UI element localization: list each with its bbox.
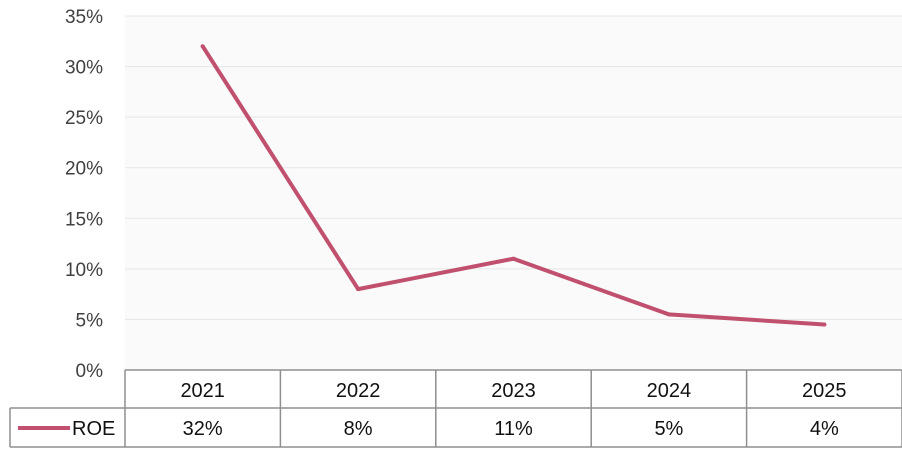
x-category-label: 2025 bbox=[802, 380, 847, 402]
roe-value-cell: 5% bbox=[654, 418, 683, 440]
roe-value-cell: 4% bbox=[810, 418, 839, 440]
y-tick-label: 10% bbox=[65, 260, 103, 281]
y-axis: 0% 5% 10% 15% 20% 25% 30% 35% bbox=[65, 7, 103, 382]
data-table-cells: 2021 32% 2022 8% 2023 11% 2024 5% 2025 4% bbox=[180, 380, 846, 440]
y-tick-label: 5% bbox=[76, 310, 104, 331]
y-tick-label: 25% bbox=[65, 108, 103, 129]
x-category-label: 2021 bbox=[180, 380, 225, 402]
y-tick-label: 20% bbox=[65, 159, 103, 180]
roe-data-point bbox=[511, 256, 516, 261]
x-category-label: 2024 bbox=[647, 380, 692, 402]
y-tick-label: 35% bbox=[65, 7, 103, 28]
x-category-label: 2022 bbox=[336, 380, 381, 402]
roe-data-point bbox=[822, 322, 827, 327]
roe-value-cell: 8% bbox=[344, 418, 373, 440]
legend-label-roe: ROE bbox=[72, 418, 115, 440]
y-tick-label: 30% bbox=[65, 58, 103, 79]
data-table: ROE bbox=[9, 369, 902, 448]
plot-area bbox=[125, 16, 902, 370]
roe-data-point bbox=[356, 287, 361, 292]
roe-value-cell: 11% bbox=[494, 418, 533, 440]
roe-data-points bbox=[200, 44, 827, 327]
gridlines bbox=[125, 15, 902, 320]
roe-data-point bbox=[200, 44, 205, 49]
y-tick-label: 0% bbox=[76, 361, 104, 382]
x-category-label: 2023 bbox=[491, 380, 536, 402]
roe-data-point bbox=[666, 312, 671, 317]
roe-value-cell: 32% bbox=[183, 418, 223, 440]
y-tick-label: 15% bbox=[65, 209, 103, 230]
